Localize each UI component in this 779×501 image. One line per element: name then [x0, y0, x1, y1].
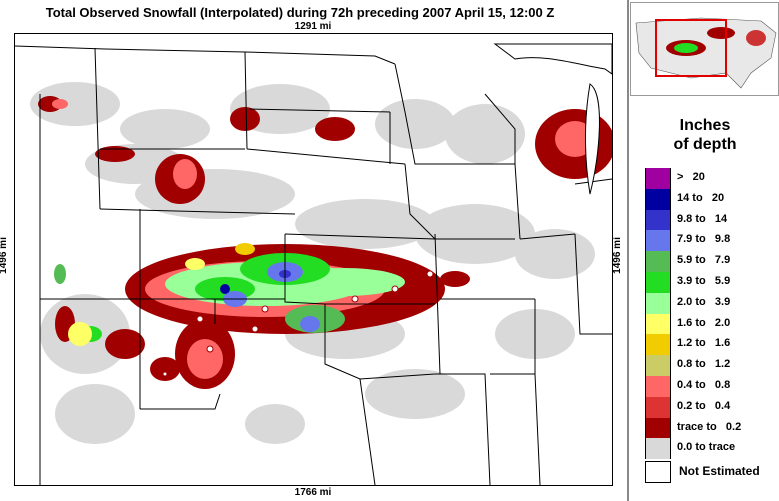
- legend-swatch: [645, 334, 671, 356]
- legend: > 20 14 to 20 9.8 to 14 7.9 to 9.8 5.9 to 7.…: [645, 168, 775, 460]
- legend-label: 7.9 to 9.8: [677, 233, 731, 246]
- legend-row: 1.2 to 1.6: [645, 334, 775, 356]
- legend-title-line2: of depth: [673, 136, 737, 153]
- scale-bottom-label: 1766 mi: [294, 487, 332, 498]
- legend-row: 0.8 to 1.2: [645, 355, 775, 376]
- legend-swatch: [645, 417, 671, 439]
- legend-label: 1.2 to 1.6: [677, 337, 731, 350]
- legend-label: 3.9 to 5.9: [677, 274, 731, 287]
- legend-row: 0.2 to 0.4: [645, 396, 775, 418]
- state-boundaries: [15, 45, 612, 485]
- legend-row: 1.6 to 2.0: [645, 313, 775, 335]
- legend-swatch: [645, 271, 671, 293]
- legend-swatch: [645, 313, 671, 335]
- legend-swatch: [645, 209, 671, 231]
- legend-row: trace to 0.2: [645, 417, 775, 439]
- legend-swatch: [645, 230, 671, 252]
- legend-row: 5.9 to 7.9: [645, 251, 775, 272]
- not-estimated-label: Not Estimated: [679, 464, 760, 478]
- station-dots: [162, 270, 434, 377]
- snowfall-map: [14, 33, 613, 486]
- legend-label: 0.0 to trace: [677, 441, 736, 454]
- legend-swatch: [645, 251, 671, 272]
- legend-label: 9.8 to 14: [677, 212, 728, 225]
- lakes: [493, 43, 612, 195]
- legend-title-line1: Inches: [679, 117, 731, 134]
- legend-row: 9.8 to 14: [645, 209, 775, 231]
- inset-view-box: [655, 19, 727, 77]
- map-title: Total Observed Snowfall (Interpolated) d…: [45, 5, 555, 20]
- legend-label: 14 to 20: [677, 191, 725, 204]
- legend-label: 0.8 to 1.2: [677, 358, 731, 371]
- scale-right-label: 1496 mi: [611, 237, 623, 274]
- legend-row: 0.0 to trace: [645, 438, 775, 460]
- scale-top-label: 1291 mi: [294, 21, 332, 32]
- panel-divider: [627, 0, 629, 501]
- legend-swatch: [645, 375, 671, 397]
- legend-label: trace to 0.2: [677, 420, 742, 433]
- snow-band-yellow: [68, 243, 255, 346]
- legend-row: 0.4 to 0.8: [645, 375, 775, 397]
- inset-snow: [666, 27, 766, 56]
- legend-swatch: [645, 188, 671, 210]
- legend-label: 2.0 to 3.9: [677, 295, 731, 308]
- not-estimated-swatch: [645, 461, 671, 483]
- legend-swatch: [645, 396, 671, 418]
- inset-us-outline: [635, 17, 777, 89]
- legend-swatch: [645, 292, 671, 314]
- map-canvas: [15, 43, 612, 485]
- overview-inset-map[interactable]: [630, 2, 779, 96]
- legend-row: 3.9 to 5.9: [645, 271, 775, 293]
- scale-left-label: 1496 mi: [0, 237, 9, 274]
- legend-row: 14 to 20: [645, 188, 775, 210]
- legend-label: 0.2 to 0.4: [677, 399, 731, 412]
- legend-label: 0.4 to 0.8: [677, 378, 731, 391]
- legend-title: Inches of depth: [640, 116, 770, 154]
- legend-label: > 20: [677, 171, 705, 183]
- legend-label: 1.6 to 2.0: [677, 316, 731, 329]
- legend-row: 7.9 to 9.8: [645, 230, 775, 252]
- trace-areas: [30, 82, 595, 444]
- inset-canvas: [635, 17, 777, 89]
- legend-swatch: [645, 168, 671, 189]
- legend-row: 2.0 to 3.9: [645, 292, 775, 314]
- legend-label: 5.9 to 7.9: [677, 254, 731, 267]
- legend-swatch: [645, 355, 671, 376]
- legend-row: > 20: [645, 168, 775, 189]
- legend-swatch: [645, 438, 671, 460]
